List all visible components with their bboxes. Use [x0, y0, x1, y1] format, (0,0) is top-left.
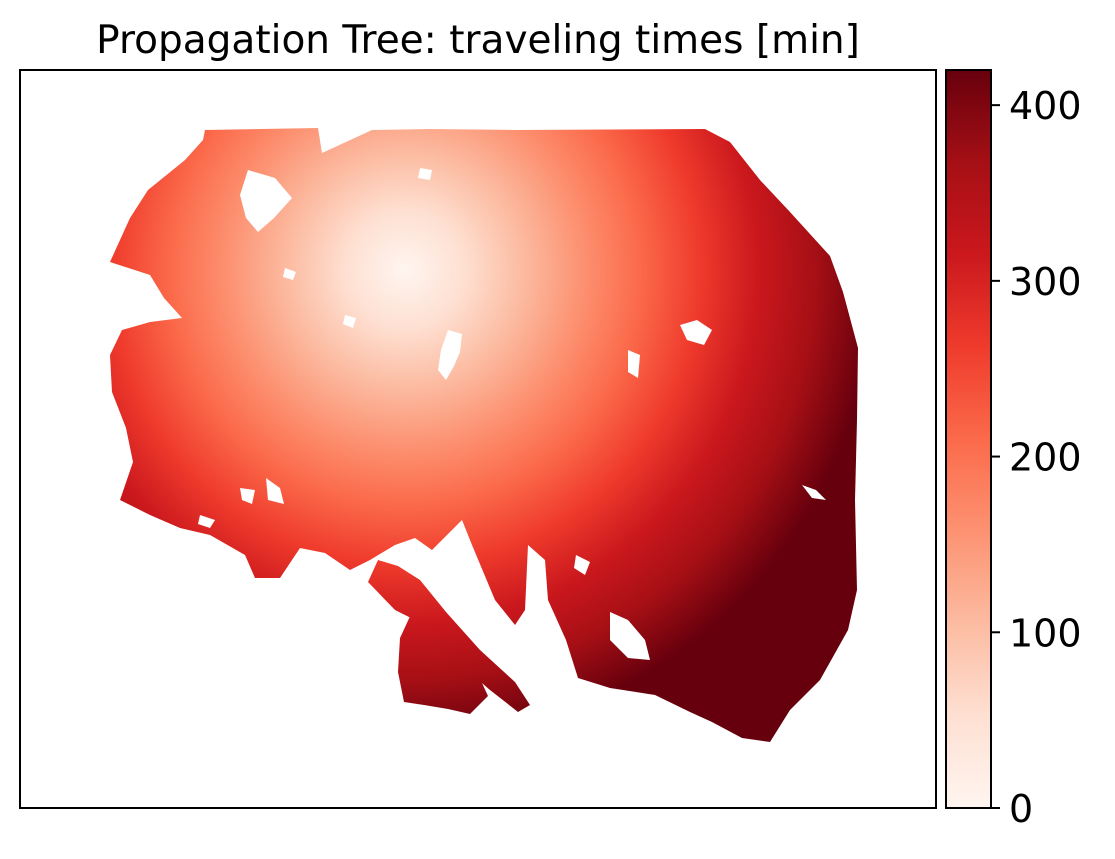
colorbar-ticks: 0 100 200 300 400: [991, 84, 1082, 831]
south-island: [398, 612, 488, 714]
colorbar: 0 100 200 300 400: [945, 69, 1082, 831]
colorbar-tick-label: 0: [1009, 787, 1033, 831]
travel-time-heatmap: [110, 128, 858, 742]
chart-title: Propagation Tree: traveling times [min]: [96, 18, 860, 63]
colorbar-gradient: [946, 70, 991, 808]
colorbar-tick-label: 300: [1009, 260, 1082, 304]
colorbar-tick-label: 400: [1009, 84, 1082, 128]
lakes: [198, 168, 826, 660]
colorbar-tick-label: 200: [1009, 436, 1082, 480]
main-region: [110, 128, 858, 742]
colorbar-tick-label: 100: [1009, 611, 1082, 655]
colorbar-frame: [945, 69, 992, 809]
